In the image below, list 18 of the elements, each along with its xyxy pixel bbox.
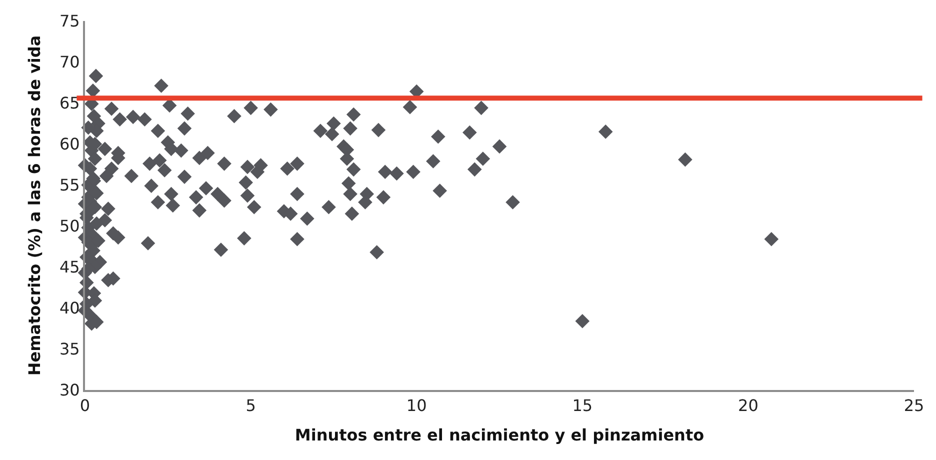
x-tick-label: 0 [80, 396, 90, 416]
y-tick-label: 55 [59, 176, 80, 195]
x-tick-label: 10 [406, 396, 427, 416]
x-tick-label: 25 [904, 396, 924, 416]
y-tick-label: 40 [59, 298, 80, 318]
y-axis-title: Hematocrito (%) a las 6 horas de vida [24, 35, 44, 376]
y-tick-label: 45 [59, 258, 80, 277]
y-tick-label: 65 [59, 94, 80, 113]
x-tick-label: 20 [738, 396, 758, 416]
x-axis-title: Minutos entre el nacimiento y el pinzamiento [294, 425, 704, 444]
y-tick-label: 50 [59, 216, 80, 236]
x-tick-label: 15 [572, 396, 593, 416]
x-tick-label: 5 [246, 396, 256, 416]
y-tick-label: 60 [59, 134, 80, 154]
y-tick-label: 75 [59, 12, 80, 31]
y-tick-label: 30 [59, 380, 80, 400]
y-tick-label: 70 [59, 52, 80, 72]
y-tick-label: 35 [59, 340, 80, 359]
